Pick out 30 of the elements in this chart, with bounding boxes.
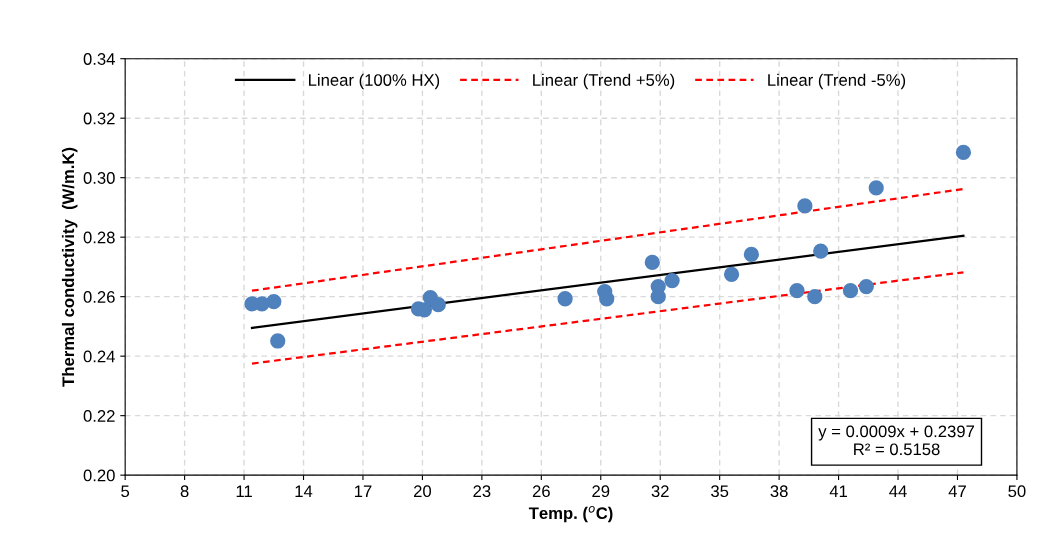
x-tick-label: 11 (236, 485, 252, 497)
x-tick-label: 50 (1008, 485, 1026, 498)
x-tick-label: 47 (948, 485, 966, 497)
x-tick-label: 41 (829, 485, 848, 497)
y-tick-label: 0.22 (83, 410, 115, 422)
x-tick-label: 26 (532, 485, 550, 498)
x-tick-label: 14 (295, 485, 313, 497)
annotation: y = 0.0009x + 0.2397 R² = 0.5158 (818, 425, 975, 456)
x-tick-label: 5 (121, 485, 130, 498)
x-tick-label: 17 (354, 485, 372, 497)
x-tick-label: 35 (711, 485, 729, 498)
x-axis-title: Temp. ($^{o}$C) (528, 505, 613, 523)
x-tick-label: 38 (770, 485, 788, 498)
y-tick-label: 0.26 (83, 291, 115, 303)
x-tick-label: 20 (413, 485, 432, 498)
legend-label: Linear (Trend +5%) (533, 73, 675, 90)
y-tick-label: 0.24 (83, 350, 115, 363)
y-tick-label: 0.20 (83, 469, 115, 482)
y-axis-title: Thermal conductivity (W/m.K) (61, 147, 78, 387)
x-tick-label: 8 (180, 485, 189, 498)
y-tick-label: 0.34 (83, 53, 115, 65)
x-tick-label: 44 (889, 485, 907, 497)
y-tick-label: 0.30 (83, 172, 115, 184)
x-tick-label: 23 (473, 485, 491, 498)
x-tick-label: 32 (651, 485, 669, 498)
legend-label: Linear (Trend -5%) (768, 73, 906, 90)
y-tick-label: 0.28 (83, 231, 115, 244)
x-tick-label: 29 (592, 485, 610, 498)
y-tick-label: 0.32 (83, 112, 115, 125)
legend-label: Linear (100% HX) (309, 73, 440, 90)
